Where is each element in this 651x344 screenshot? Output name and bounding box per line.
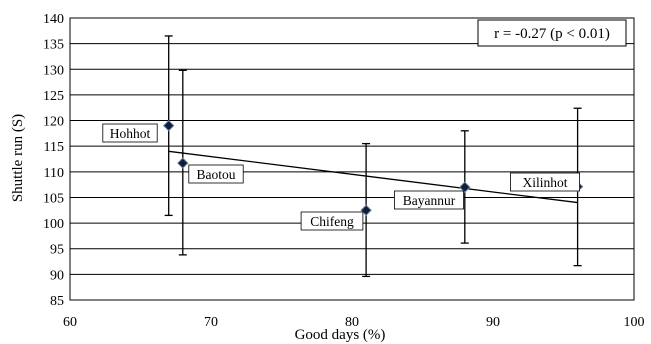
correlation-annotation: r = -0.27 (p < 0.01) <box>494 26 610 42</box>
point-label: Baotou <box>197 167 236 182</box>
x-tick-label: 90 <box>486 315 500 330</box>
point-label: Xilinhot <box>522 175 567 190</box>
y-tick-label: 100 <box>43 217 64 232</box>
x-axis-label: Good days (%) <box>295 327 386 343</box>
point-label: Hohhot <box>110 126 151 141</box>
plot-frame <box>69 17 635 301</box>
point-label-box <box>509 172 580 192</box>
point-label-box <box>393 190 464 210</box>
y-tick-label: 105 <box>43 191 64 206</box>
y-tick-label: 120 <box>43 115 64 130</box>
point-label-box <box>300 211 364 231</box>
x-tick-label: 60 <box>63 315 77 330</box>
y-tick-label: 110 <box>44 166 64 181</box>
point-label-box <box>102 123 158 143</box>
x-tick-label: 80 <box>345 315 359 330</box>
y-tick-label: 130 <box>43 63 64 78</box>
y-tick-label: 85 <box>50 294 64 309</box>
x-tick-label: 70 <box>204 315 218 330</box>
x-tick-label: 100 <box>624 315 645 330</box>
y-axis-label: Shuttle run (S) <box>10 114 26 202</box>
y-tick-label: 125 <box>43 89 64 104</box>
trend-line <box>168 150 578 204</box>
y-tick-label: 115 <box>44 140 64 155</box>
y-tick-label: 95 <box>50 243 64 258</box>
data-point <box>177 157 189 169</box>
data-point <box>459 181 471 193</box>
point-label-box <box>188 164 244 184</box>
data-point <box>162 119 175 132</box>
point-label: Bayannur <box>403 193 456 208</box>
annotation-box <box>477 19 627 47</box>
y-tick-label: 90 <box>50 268 64 283</box>
y-tick-label: 140 <box>43 12 64 27</box>
point-label: Chifeng <box>310 214 354 229</box>
data-point <box>360 204 372 216</box>
y-tick-label: 135 <box>43 38 64 53</box>
